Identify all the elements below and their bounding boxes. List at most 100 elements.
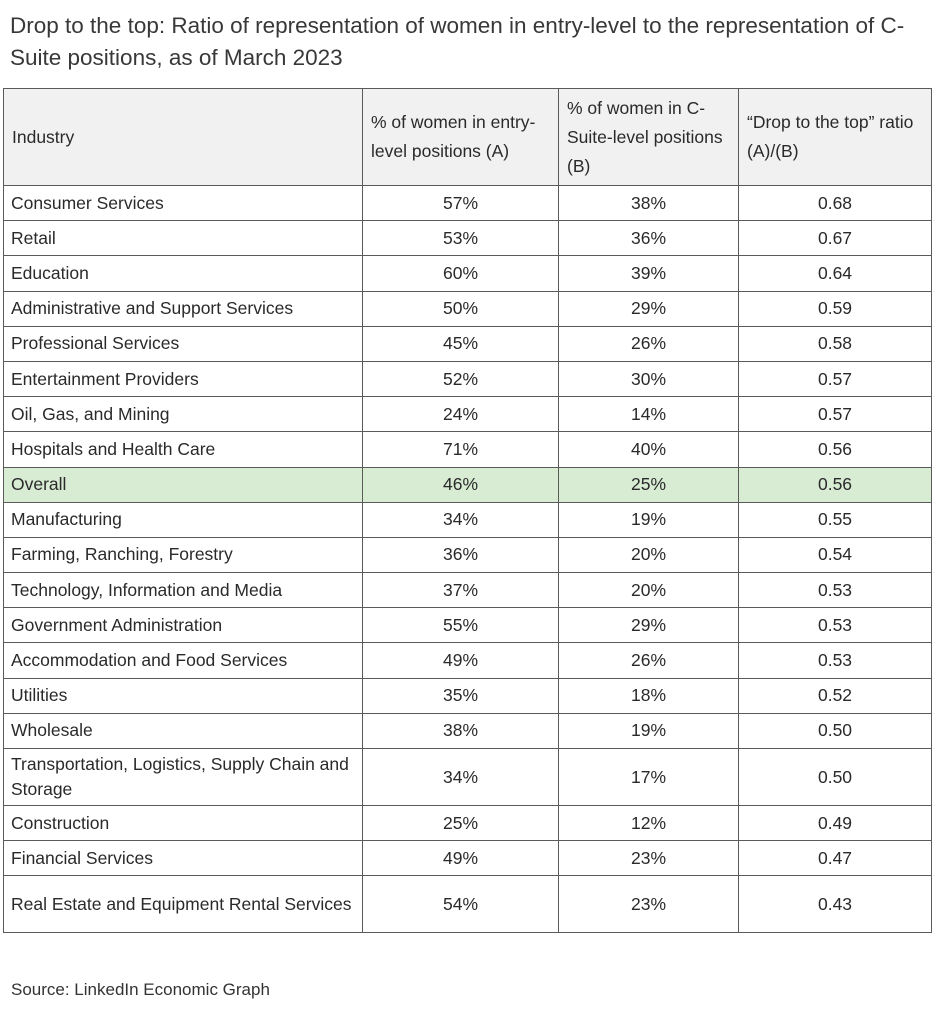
ratio-cell: 0.53: [738, 572, 932, 609]
entry-level-cell: 37%: [362, 572, 559, 609]
industry-cell: Consumer Services: [3, 184, 363, 222]
c-suite-cell: 20%: [558, 536, 739, 574]
entry-level-cell: 50%: [362, 290, 559, 327]
table-body: Consumer Services 57% 38% 0.68 Retail 53% 36% 0…: [3, 184, 932, 934]
table-row: Financial Services 49% 23% 0.47: [3, 840, 932, 877]
table-row: Education 60% 39% 0.64: [3, 255, 932, 292]
column-header-ratio: “Drop to the top” ratio (A)/(B): [738, 88, 932, 186]
table-row: Overall 46% 25% 0.56: [3, 466, 932, 503]
data-table: Industry % of women in entry-level posit…: [3, 88, 932, 934]
c-suite-cell: 26%: [558, 325, 739, 362]
ratio-cell: 0.64: [738, 255, 932, 292]
entry-level-cell: 46%: [362, 466, 559, 503]
table-row: Real Estate and Equipment Rental Service…: [3, 875, 932, 934]
ratio-cell: 0.55: [738, 501, 932, 538]
entry-level-cell: 38%: [362, 712, 559, 750]
table-row: Utilities 35% 18% 0.52: [3, 677, 932, 714]
industry-cell: Hospitals and Health Care: [3, 431, 363, 468]
industry-cell: Oil, Gas, and Mining: [3, 396, 363, 433]
table-row: Manufacturing 34% 19% 0.55: [3, 501, 932, 538]
ratio-cell: 0.49: [738, 804, 932, 842]
c-suite-cell: 18%: [558, 677, 739, 714]
table-row: Administrative and Support Services 50% 29…: [3, 290, 932, 327]
table-row: Technology, Information and Media 37% 20% 0…: [3, 572, 932, 609]
ratio-cell: 0.56: [738, 431, 932, 468]
entry-level-cell: 60%: [362, 255, 559, 292]
table-row: Farming, Ranching, Forestry 36% 20% 0.54: [3, 536, 932, 574]
industry-cell: Real Estate and Equipment Rental Service…: [3, 875, 363, 934]
c-suite-cell: 26%: [558, 642, 739, 679]
header-row: Industry % of women in entry-level posit…: [3, 88, 932, 186]
ratio-cell: 0.47: [738, 840, 932, 877]
entry-level-cell: 24%: [362, 396, 559, 433]
entry-level-cell: 57%: [362, 184, 559, 222]
industry-cell: Administrative and Support Services: [3, 290, 363, 327]
chart-title: Drop to the top: Ratio of representation…: [10, 13, 905, 70]
ratio-cell: 0.53: [738, 607, 932, 644]
entry-level-cell: 25%: [362, 804, 559, 842]
industry-cell: Wholesale: [3, 712, 363, 750]
entry-level-cell: 49%: [362, 642, 559, 679]
ratio-cell: 0.58: [738, 325, 932, 362]
entry-level-cell: 34%: [362, 501, 559, 538]
c-suite-cell: 19%: [558, 712, 739, 750]
entry-level-cell: 36%: [362, 536, 559, 574]
entry-level-cell: 55%: [362, 607, 559, 644]
industry-cell: Accommodation and Food Services: [3, 642, 363, 679]
c-suite-cell: 20%: [558, 572, 739, 609]
industry-cell: Manufacturing: [3, 501, 363, 538]
industry-cell: Education: [3, 255, 363, 292]
industry-cell: Farming, Ranching, Forestry: [3, 536, 363, 574]
table-row: Wholesale 38% 19% 0.50: [3, 712, 932, 750]
table-row: Construction 25% 12% 0.49: [3, 804, 932, 842]
entry-level-cell: 49%: [362, 840, 559, 877]
table-row: Oil, Gas, and Mining 24% 14% 0.57: [3, 396, 932, 433]
ratio-cell: 0.59: [738, 290, 932, 327]
ratio-cell: 0.67: [738, 220, 932, 257]
c-suite-cell: 12%: [558, 804, 739, 842]
ratio-cell: 0.50: [738, 712, 932, 750]
table-row: Hospitals and Health Care 71% 40% 0.56: [3, 431, 932, 468]
industry-cell: Government Administration: [3, 607, 363, 644]
table-row: Professional Services 45% 26% 0.58: [3, 325, 932, 362]
c-suite-cell: 29%: [558, 607, 739, 644]
ratio-cell: 0.68: [738, 184, 932, 222]
entry-level-cell: 45%: [362, 325, 559, 362]
industry-cell: Entertainment Providers: [3, 360, 363, 398]
c-suite-cell: 23%: [558, 875, 739, 934]
table-row: Consumer Services 57% 38% 0.68: [3, 184, 932, 222]
ratio-cell: 0.57: [738, 396, 932, 433]
entry-level-cell: 52%: [362, 360, 559, 398]
ratio-cell: 0.54: [738, 536, 932, 574]
c-suite-cell: 19%: [558, 501, 739, 538]
column-header-entry-level: % of women in entry-level positions (A): [362, 88, 559, 186]
ratio-cell: 0.50: [738, 748, 932, 806]
c-suite-cell: 38%: [558, 184, 739, 222]
entry-level-cell: 35%: [362, 677, 559, 714]
table-row: Entertainment Providers 52% 30% 0.57: [3, 360, 932, 398]
industry-cell: Professional Services: [3, 325, 363, 362]
column-header-c-suite: % of women in C-Suite-level positions (B…: [558, 88, 739, 186]
ratio-cell: 0.52: [738, 677, 932, 714]
source-note: Source: LinkedIn Economic Graph: [11, 980, 270, 999]
column-header-industry: Industry: [3, 88, 363, 186]
industry-cell: Utilities: [3, 677, 363, 714]
ratio-cell: 0.53: [738, 642, 932, 679]
industry-cell: Transportation, Logistics, Supply Chain …: [3, 748, 363, 806]
c-suite-cell: 25%: [558, 466, 739, 503]
entry-level-cell: 34%: [362, 748, 559, 806]
c-suite-cell: 17%: [558, 748, 739, 806]
industry-cell: Construction: [3, 804, 363, 842]
entry-level-cell: 71%: [362, 431, 559, 468]
industry-cell: Overall: [3, 466, 363, 503]
table-row: Accommodation and Food Services 49% 26% 0.5…: [3, 642, 932, 679]
c-suite-cell: 23%: [558, 840, 739, 877]
ratio-cell: 0.43: [738, 875, 932, 934]
c-suite-cell: 40%: [558, 431, 739, 468]
entry-level-cell: 53%: [362, 220, 559, 257]
c-suite-cell: 39%: [558, 255, 739, 292]
industry-cell: Technology, Information and Media: [3, 572, 363, 609]
c-suite-cell: 36%: [558, 220, 739, 257]
table-row: Retail 53% 36% 0.67: [3, 220, 932, 257]
ratio-cell: 0.56: [738, 466, 932, 503]
